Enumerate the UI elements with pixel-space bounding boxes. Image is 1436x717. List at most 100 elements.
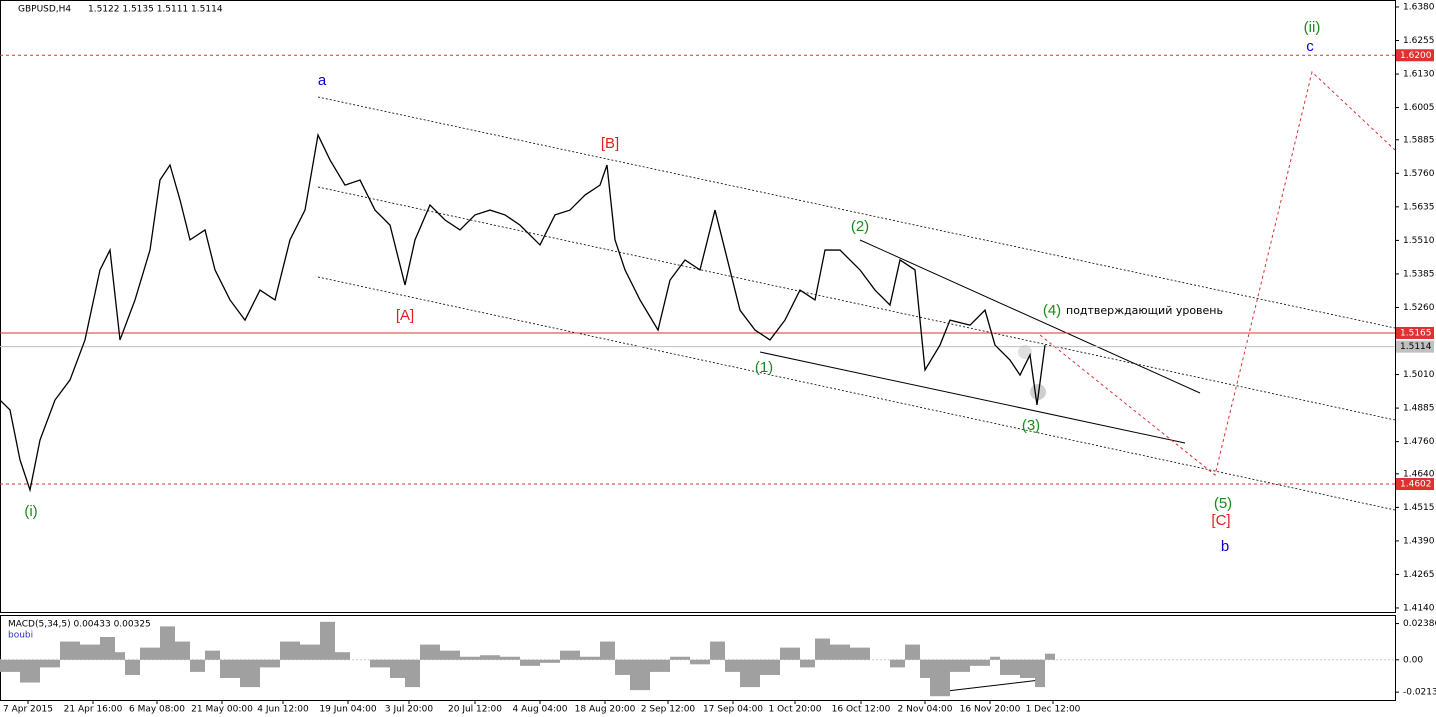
macd-bar bbox=[0, 659, 20, 672]
macd-bar bbox=[175, 641, 190, 660]
macd-panel bbox=[0, 615, 1396, 701]
marker bbox=[1018, 345, 1032, 359]
macd-bar bbox=[420, 644, 440, 660]
x-tick-label: 16 Nov 20:00 bbox=[960, 705, 1021, 715]
macd-bar bbox=[650, 659, 670, 672]
macd-bar bbox=[1000, 659, 1020, 675]
macd-bar bbox=[140, 647, 160, 660]
macd-bar bbox=[260, 659, 280, 668]
macd-bar bbox=[480, 655, 500, 660]
macd-tick-label: -0.02132 bbox=[1403, 688, 1436, 698]
macd-bar bbox=[20, 659, 40, 683]
macd-bar bbox=[890, 659, 905, 668]
macd-bar bbox=[780, 647, 800, 660]
macd-bar bbox=[520, 659, 540, 666]
x-tick-label: 6 May 08:00 bbox=[129, 705, 185, 715]
annotation: [B] bbox=[601, 135, 619, 152]
macd-bar bbox=[320, 621, 335, 660]
y-tick-label: 1.4390 bbox=[1403, 536, 1435, 546]
x-tick-label: 3 Jul 20:00 bbox=[385, 705, 434, 715]
macd-bar bbox=[920, 659, 930, 678]
macd-bar bbox=[930, 659, 950, 697]
level-label: 1.6200 bbox=[1400, 51, 1432, 61]
macd-bar bbox=[220, 659, 240, 678]
macd-bar bbox=[760, 659, 780, 675]
x-tick-label: 21 Apr 16:00 bbox=[64, 705, 123, 715]
macd-bar bbox=[740, 659, 760, 688]
macd-bar bbox=[390, 659, 405, 678]
macd-bar bbox=[460, 656, 480, 660]
macd-tick-label: 0.00 bbox=[1403, 655, 1423, 665]
y-tick-label: 1.5635 bbox=[1403, 202, 1435, 212]
level-tag bbox=[1396, 340, 1434, 353]
x-tick-label: 21 May 00:00 bbox=[191, 705, 253, 715]
y-tick-label: 1.4760 bbox=[1403, 437, 1435, 447]
annotation: (i) bbox=[24, 503, 37, 520]
annotation: (1) bbox=[755, 359, 773, 376]
macd-bar bbox=[1020, 659, 1035, 678]
y-tick-label: 1.4515 bbox=[1403, 503, 1435, 513]
macd-bar bbox=[560, 650, 580, 660]
level-label: 1.4602 bbox=[1400, 480, 1432, 490]
annotation: (ii) bbox=[1304, 19, 1321, 36]
macd-bar bbox=[580, 656, 600, 660]
macd-bar bbox=[615, 659, 630, 675]
channel-lines bbox=[317, 96, 1396, 511]
macd-bar bbox=[800, 659, 815, 668]
y-tick-label: 1.4140 bbox=[1403, 603, 1435, 613]
annotation: c bbox=[1306, 38, 1314, 55]
level-label: 1.5114 bbox=[1400, 342, 1432, 352]
y-tick-label: 1.5885 bbox=[1403, 135, 1435, 145]
annotation: (2) bbox=[851, 218, 869, 235]
macd-bar bbox=[690, 659, 710, 665]
y-tick-label: 1.6255 bbox=[1403, 36, 1435, 46]
macd-bar bbox=[990, 656, 1000, 660]
macd-bar bbox=[205, 650, 220, 660]
macd-bar bbox=[600, 641, 615, 660]
macd-bar bbox=[190, 659, 205, 672]
y-tick-label: 1.4640 bbox=[1403, 469, 1435, 479]
x-tick-label: 7 Apr 2015 bbox=[3, 705, 53, 715]
macd-bar bbox=[60, 641, 80, 660]
trend-line bbox=[859, 239, 1201, 394]
x-tick-label: 20 Jul 12:00 bbox=[448, 705, 502, 715]
macd-bar bbox=[440, 650, 460, 660]
macd-bar bbox=[335, 652, 350, 660]
projection bbox=[1039, 71, 1396, 476]
macd-bar bbox=[125, 659, 140, 675]
chart-title: GBPUSD,H4 bbox=[18, 5, 71, 15]
price-line bbox=[0, 132, 1046, 493]
macd-bar bbox=[80, 644, 100, 660]
x-tick-label: 1 Oct 20:00 bbox=[769, 705, 822, 715]
annotation: b bbox=[1221, 538, 1229, 555]
macd-bar bbox=[1045, 653, 1055, 660]
x-tick-label: 16 Oct 12:00 bbox=[832, 705, 891, 715]
macd-bar bbox=[160, 626, 175, 660]
annotation: [A] bbox=[396, 307, 414, 324]
macd-tick-label: 0.02386 bbox=[1403, 619, 1436, 629]
macd-bar bbox=[830, 644, 850, 660]
macd-bar bbox=[670, 656, 690, 660]
annotation: a bbox=[318, 72, 327, 89]
macd-title: MACD(5,34,5) 0.00433 0.00325 bbox=[8, 620, 151, 630]
macd-bar bbox=[725, 659, 740, 672]
macd-bar bbox=[1035, 659, 1045, 688]
macd-bar bbox=[115, 652, 125, 660]
macd-bar bbox=[970, 659, 990, 666]
y-tick-label: 1.5510 bbox=[1403, 236, 1435, 246]
y-tick-label: 1.5760 bbox=[1403, 169, 1435, 179]
level-tag bbox=[1396, 49, 1434, 62]
y-tick-label: 1.5385 bbox=[1403, 269, 1435, 279]
x-tick-label: 1 Dec 12:00 bbox=[1026, 705, 1081, 715]
annotation: подтверждающий уровень bbox=[1066, 304, 1223, 317]
macd-bar bbox=[100, 637, 115, 660]
level-label: 1.5165 bbox=[1400, 328, 1432, 338]
main-panel bbox=[0, 0, 1396, 613]
x-tick-label: 4 Aug 04:00 bbox=[513, 705, 568, 715]
macd-bar bbox=[540, 659, 560, 663]
macd-bar bbox=[950, 659, 970, 672]
channel-upper bbox=[317, 96, 1396, 329]
x-tick-label: 2 Sep 12:00 bbox=[641, 705, 696, 715]
macd-bar bbox=[40, 659, 60, 668]
